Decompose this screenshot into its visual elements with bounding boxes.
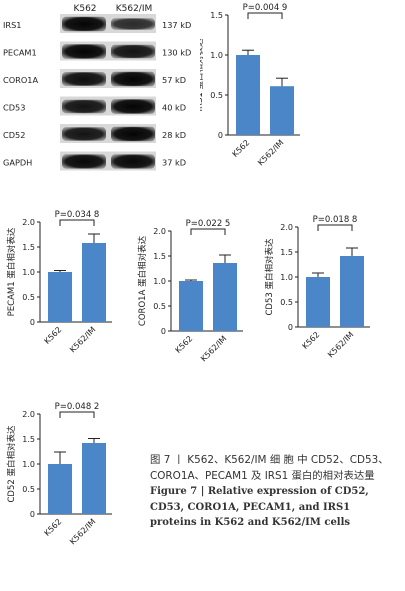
y-tick-label: 0.5 <box>153 302 166 311</box>
y-tick-label: 0.5 <box>210 91 223 100</box>
blot-band <box>62 44 106 59</box>
x-tick-label: K562/IM <box>326 330 355 359</box>
western-blot-panel: K562 K562/IM IRS1 137 kD PECAM1 130 kD CORO1A 5… <box>3 4 191 171</box>
blot-band <box>62 154 106 169</box>
blot-protein-label: IRS1 <box>3 20 22 30</box>
irs1-bar-chart: 0 0.5 1.0 1.5 IRS1 蛋白相对表达 K562 K562/IM P=0.004 … <box>200 3 300 167</box>
bar <box>236 55 260 135</box>
y-tick-label: 0 <box>30 510 35 519</box>
y-tick-label: 0 <box>288 323 293 332</box>
significance-bracket <box>317 224 353 231</box>
caption-english: Figure 7 | Relative expression of CD52, … <box>150 486 369 528</box>
blot-band <box>62 99 106 114</box>
y-tick-label: 1.0 <box>210 51 223 60</box>
y-tick-label: 1.0 <box>153 277 166 286</box>
bar <box>82 443 106 514</box>
p-value-label: P=0.018 8 <box>313 215 358 225</box>
x-tick-label: K562 <box>43 325 64 346</box>
y-tick-label: 1.0 <box>22 460 35 469</box>
blot-band <box>62 72 106 86</box>
blot-band <box>111 44 155 59</box>
x-tick-label: K562 <box>43 517 64 538</box>
coro1a-bar-chart: 0 0.5 1.0 1.5 2.0 CORO1A 蛋白相对表达 K562 K562/IM P=0… <box>137 219 243 363</box>
bar <box>48 464 72 514</box>
bar <box>270 86 294 135</box>
bar <box>340 256 364 327</box>
x-tick-label: K562/IM <box>68 325 97 354</box>
y-tick-label: 2.0 <box>153 227 166 236</box>
p-value-label: P=0.022 5 <box>186 219 231 229</box>
blot-protein-label: CD53 <box>3 103 25 113</box>
y-tick-label: 1.5 <box>22 435 35 444</box>
blot-band <box>62 16 106 32</box>
y-tick-label: 1.0 <box>22 268 35 277</box>
lane-label: K562 <box>73 4 96 14</box>
y-tick-label: 2.0 <box>280 223 293 232</box>
blot-band <box>111 154 155 169</box>
bar <box>48 272 72 322</box>
y-axis-title: CD52 蛋白相对表达 <box>6 425 17 502</box>
lane-label: K562/IM <box>116 4 153 14</box>
y-tick-label: 1.5 <box>153 252 166 261</box>
pecam1-bar-chart: 0 0.5 1.0 1.5 2.0 PECAM1 蛋白相对表达 K562 K562/IM P=0… <box>6 210 112 354</box>
bar <box>213 263 237 331</box>
y-tick-label: 0.5 <box>22 293 35 302</box>
blot-band <box>111 126 155 142</box>
blot-protein-label: GAPDH <box>3 158 32 168</box>
blot-band <box>111 99 155 114</box>
caption-chinese: 图 7 丨 K562、K562/IM 细 胞 中 CD52、CD53、CORO1… <box>150 454 389 482</box>
x-tick-label: K562 <box>301 330 322 351</box>
p-value-label: P=0.004 9 <box>243 3 288 13</box>
y-axis-title: IRS1 蛋白相对表达 <box>200 38 205 111</box>
x-tick-label: K562 <box>231 138 252 159</box>
bar <box>179 281 203 331</box>
y-tick-label: 0 <box>218 131 223 140</box>
y-tick-label: 0 <box>30 318 35 327</box>
blot-protein-label: CORO1A <box>3 75 39 85</box>
blot-size-label: 37 kD <box>162 158 186 168</box>
x-tick-label: K562/IM <box>256 138 285 167</box>
y-tick-label: 2.0 <box>22 410 35 419</box>
blot-size-label: 130 kD <box>162 48 191 58</box>
significance-bracket <box>190 228 226 235</box>
y-tick-label: 1.5 <box>22 243 35 252</box>
y-axis-title: PECAM1 蛋白相对表达 <box>6 227 17 316</box>
blot-protein-label: PECAM1 <box>3 48 37 58</box>
x-tick-label: K562 <box>174 334 195 355</box>
y-tick-label: 0.5 <box>22 485 35 494</box>
p-value-label: P=0.034 8 <box>55 210 100 220</box>
y-tick-label: 2.0 <box>22 218 35 227</box>
figure-caption: 图 7 丨 K562、K562/IM 细 胞 中 CD52、CD53、CORO1… <box>150 453 398 531</box>
cd52-bar-chart: 0 0.5 1.0 1.5 2.0 CD52 蛋白相对表达 K562 K562/IM P=0.0… <box>6 402 112 546</box>
bar <box>306 277 330 327</box>
blot-size-label: 137 kD <box>162 20 191 30</box>
y-axis-title: CORO1A 蛋白相对表达 <box>137 235 148 326</box>
significance-bracket <box>247 12 283 19</box>
x-tick-label: K562/IM <box>68 517 97 546</box>
p-value-label: P=0.048 2 <box>55 402 100 412</box>
blot-protein-label: CD52 <box>3 130 25 140</box>
y-axis-title: CD53 蛋白相对表达 <box>264 238 275 315</box>
y-tick-label: 1.5 <box>280 248 293 257</box>
blot-band <box>62 127 106 141</box>
y-tick-label: 1.0 <box>280 273 293 282</box>
blot-size-label: 40 kD <box>162 103 186 113</box>
x-tick-label: K562/IM <box>199 334 228 363</box>
blot-band <box>111 18 155 30</box>
y-tick-label: 1.5 <box>210 11 223 20</box>
bar <box>82 243 106 322</box>
blot-size-label: 28 kD <box>162 130 186 140</box>
significance-bracket <box>59 411 95 418</box>
significance-bracket <box>59 219 95 226</box>
y-tick-label: 0 <box>161 327 166 336</box>
blot-size-label: 57 kD <box>162 75 186 85</box>
cd53-bar-chart: 0 0.5 1.0 1.5 2.0 CD53 蛋白相对表达 K562 K562/IM P=0.0… <box>264 215 370 359</box>
blot-band <box>111 71 155 87</box>
y-tick-label: 0.5 <box>280 298 293 307</box>
